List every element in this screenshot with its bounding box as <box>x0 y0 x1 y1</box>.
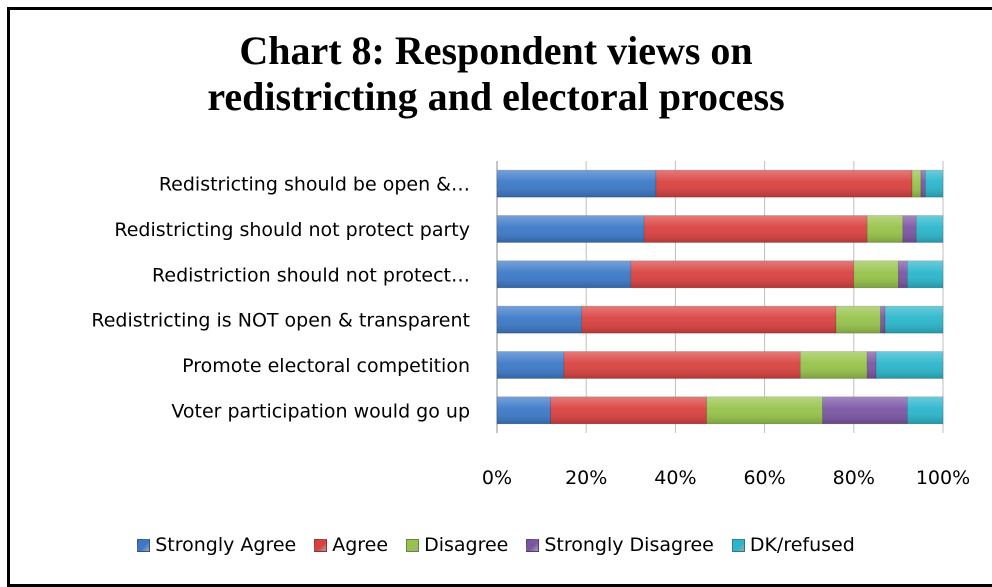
legend: Strongly Agree Agree Disagree Strongly Disa… <box>0 533 992 556</box>
legend-label: DK/refused <box>749 533 855 556</box>
bar-segment <box>706 396 823 425</box>
bar-segment <box>915 215 944 243</box>
x-tick-labels: 0% 20% 40% 60% 80% 100% <box>482 467 970 489</box>
x-tick-label: 100% <box>916 467 970 489</box>
bar-segment <box>799 351 868 379</box>
legend-label: Strongly Disagree <box>544 533 714 556</box>
category-label: Redistricting should not protect party <box>114 219 470 241</box>
legend-label: Strongly Agree <box>155 533 297 556</box>
legend-swatch <box>731 538 745 552</box>
x-tick-label: 40% <box>654 467 696 489</box>
x-tick-label: 0% <box>482 467 512 489</box>
legend-swatch <box>314 538 328 552</box>
category-label: Redistriction should not protect… <box>152 264 470 286</box>
bar-segment <box>496 351 565 379</box>
bar-segment <box>822 396 908 425</box>
legend-swatch <box>406 538 420 552</box>
x-tick-label: 80% <box>833 467 875 489</box>
bar-segment <box>884 305 944 334</box>
chart-title-line-2: redistricting and electoral process <box>207 74 785 119</box>
bar-segment <box>655 169 913 198</box>
category-label: Voter participation would go up <box>171 400 470 422</box>
bar-segment <box>880 305 886 334</box>
bar-segment <box>643 215 868 243</box>
legend-label: Disagree <box>424 533 509 556</box>
legend-swatch <box>137 538 151 552</box>
legend-item: Strongly Agree <box>137 534 296 556</box>
gridlines <box>496 161 944 433</box>
bars <box>496 169 944 425</box>
bar-segment <box>925 169 944 198</box>
legend-item: DK/refused <box>731 533 855 556</box>
legend-item: Strongly Disagree <box>526 533 714 556</box>
bar-segment <box>875 351 944 379</box>
x-tick-label: 20% <box>565 467 607 489</box>
bar-segment <box>853 260 899 289</box>
bar-segment <box>907 260 944 289</box>
bar-segment <box>920 169 926 198</box>
bar-segment <box>563 351 801 379</box>
bar-segment <box>866 351 877 379</box>
legend-item: Disagree <box>406 534 508 556</box>
legend-item: Agree <box>314 534 388 556</box>
bar-segment <box>911 169 922 198</box>
bar-segment <box>496 215 645 243</box>
bar-segment <box>630 260 855 289</box>
bar-segment <box>496 305 583 334</box>
legend-swatch <box>526 538 540 552</box>
legend-label: Agree <box>332 533 389 556</box>
category-label: Redistricting is NOT open & transparent <box>91 310 470 332</box>
bar-segment <box>581 305 837 334</box>
bar-segment <box>907 396 944 425</box>
bar-segment <box>898 260 908 289</box>
bar-segment <box>835 305 881 334</box>
chart-frame <box>7 7 992 587</box>
bar-segment <box>550 396 707 425</box>
chart-title: Chart 8: Respondent views on redistricti… <box>0 28 992 120</box>
bar-segment <box>496 169 657 198</box>
category-labels: Redistricting should be open &… Redistric… <box>91 174 470 423</box>
bar-segment <box>496 260 632 289</box>
category-label: Redistricting should be open &… <box>159 174 470 196</box>
bar-segment <box>866 215 904 243</box>
bar-segment <box>902 215 917 243</box>
category-label: Promote electoral competition <box>182 355 470 377</box>
chart-title-line-1: Chart 8: Respondent views on <box>239 28 753 73</box>
bar-segment <box>496 396 551 425</box>
x-tick-label: 60% <box>743 467 785 489</box>
